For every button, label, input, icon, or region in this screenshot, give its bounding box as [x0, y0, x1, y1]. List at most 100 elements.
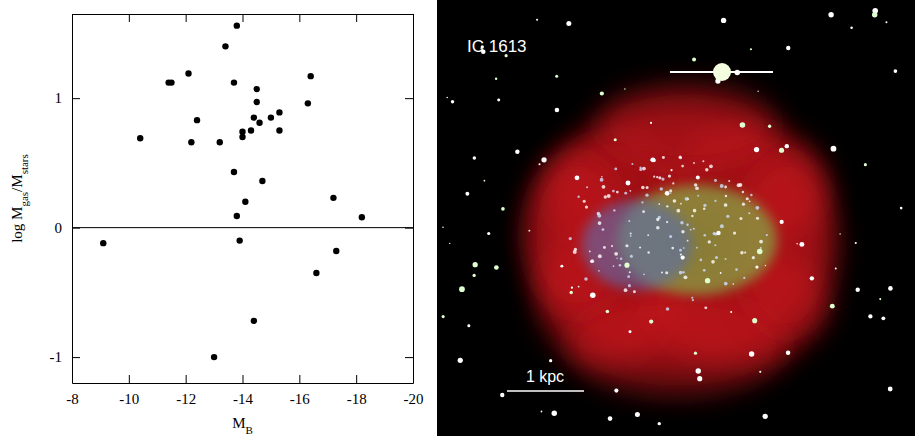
star [839, 233, 840, 234]
star [451, 100, 454, 103]
tick-mark [186, 14, 187, 22]
star [670, 192, 672, 194]
star [573, 250, 577, 254]
star [484, 180, 486, 182]
star [744, 252, 746, 254]
star [708, 240, 711, 243]
star [570, 291, 573, 294]
star [714, 179, 717, 182]
star [658, 176, 661, 179]
star [630, 255, 633, 258]
star [633, 290, 636, 293]
star [449, 243, 450, 244]
star [779, 148, 784, 153]
star [552, 411, 557, 416]
star [743, 277, 745, 279]
star [666, 205, 668, 207]
star [446, 97, 448, 99]
star [645, 193, 648, 196]
star [662, 156, 665, 159]
star [683, 247, 685, 249]
star [656, 176, 658, 178]
star [679, 156, 682, 159]
point [333, 248, 339, 254]
point [234, 22, 240, 28]
star [665, 271, 668, 274]
axis-title-part: B [246, 424, 253, 436]
star [676, 209, 680, 213]
star [759, 240, 763, 244]
young-stars-glow [582, 200, 692, 290]
star [669, 235, 672, 238]
star [669, 189, 672, 192]
star [541, 411, 543, 413]
star [683, 275, 687, 279]
tick-mark [186, 375, 187, 383]
star [628, 284, 631, 287]
star [494, 265, 499, 270]
star [749, 200, 751, 202]
star [697, 376, 702, 381]
star [728, 180, 730, 182]
star [497, 98, 500, 101]
star [720, 272, 722, 274]
star [651, 158, 655, 162]
tick [243, 14, 244, 22]
star [703, 204, 706, 207]
figure: -8-10-12-14-16-18-20-101MBlog Mgas/Mstar… [0, 0, 915, 436]
star [692, 57, 696, 61]
star [835, 268, 837, 270]
star [642, 210, 645, 213]
star [786, 350, 790, 354]
star [487, 232, 490, 235]
bright-star [713, 63, 731, 81]
star [465, 192, 469, 196]
point [188, 139, 194, 145]
star [752, 256, 755, 259]
star [694, 183, 698, 187]
tick-mark [129, 375, 130, 383]
x-axis: -8-10-12-14-16-18-20 [66, 375, 423, 407]
tick-label: -20 [404, 391, 424, 407]
tick-mark [72, 98, 80, 99]
star [730, 311, 732, 313]
star [608, 416, 613, 421]
star [799, 242, 804, 247]
point [256, 120, 262, 126]
galaxy-image: IC 16131 kpc [437, 0, 915, 436]
star [472, 274, 475, 277]
star [696, 247, 698, 249]
point [259, 178, 265, 184]
star [879, 298, 881, 300]
tick: -12 [176, 375, 196, 407]
star [737, 183, 741, 187]
point [276, 127, 282, 133]
star [616, 191, 619, 194]
star [515, 150, 519, 154]
star [831, 146, 837, 152]
y-axis-right [405, 15, 414, 384]
star [780, 220, 784, 224]
star [598, 221, 602, 225]
star [733, 231, 736, 234]
star [647, 234, 649, 236]
star [641, 186, 645, 190]
star [720, 184, 724, 188]
star [703, 208, 705, 210]
star [473, 262, 478, 267]
star [725, 258, 727, 260]
tick: -18 [347, 375, 367, 407]
star [705, 278, 710, 283]
star [693, 228, 695, 230]
star [670, 169, 672, 171]
tick-mark [243, 14, 244, 22]
scale-label: 1 kpc [526, 368, 564, 385]
star [757, 249, 763, 255]
star [571, 287, 573, 289]
star [566, 21, 571, 26]
star [630, 235, 632, 237]
star [759, 371, 761, 373]
star [473, 156, 476, 159]
point [222, 43, 228, 49]
axis-title-part: log M [9, 207, 25, 243]
